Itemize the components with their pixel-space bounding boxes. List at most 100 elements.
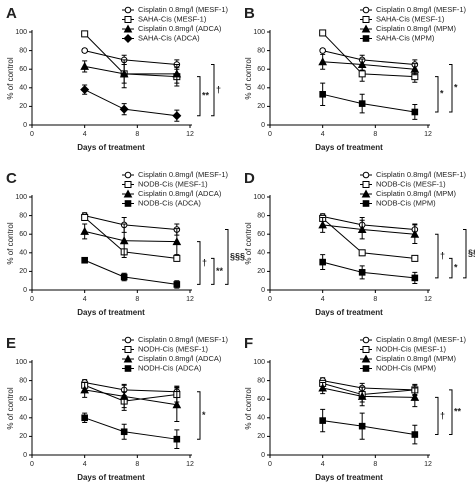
x-tick-label: 0 <box>30 461 34 468</box>
series-line <box>84 259 177 285</box>
series-line <box>84 65 177 75</box>
y-tick-label: 100 <box>253 194 265 201</box>
y-tick-label: 40 <box>19 415 27 422</box>
x-axis-label: Days of treatment <box>315 473 383 482</box>
panel-label: F <box>244 335 253 352</box>
marker <box>172 400 182 409</box>
legend-marker <box>362 365 370 372</box>
y-axis-label: % of control <box>6 222 15 264</box>
axes <box>31 30 192 126</box>
legend-marker <box>124 365 132 372</box>
significance-bracket <box>435 76 439 113</box>
marker <box>172 111 182 121</box>
significance-bracket <box>435 396 439 436</box>
series-line <box>322 218 415 259</box>
legend-marker <box>124 171 132 179</box>
significance-label: * <box>454 83 458 93</box>
legend-marker <box>362 336 370 344</box>
marker <box>119 391 129 400</box>
y-tick-label: 0 <box>23 122 27 129</box>
y-tick-label: 0 <box>23 287 27 294</box>
y-axis-label: % of control <box>244 222 253 264</box>
significance-label: ** <box>202 91 210 101</box>
legend-label: SAHA-Cis (MESF-1) <box>376 14 445 23</box>
legend-marker <box>123 33 133 44</box>
y-tick-label: 20 <box>19 268 27 275</box>
y-tick-label: 60 <box>19 66 27 73</box>
y-tick-label: 40 <box>257 250 265 257</box>
y-tick-label: 100 <box>253 29 265 36</box>
marker <box>318 220 328 229</box>
marker <box>410 392 420 401</box>
marker <box>358 269 366 276</box>
marker <box>81 414 88 422</box>
marker <box>119 104 129 114</box>
x-tick-label: 0 <box>30 296 34 303</box>
x-tick-label: 8 <box>135 461 139 468</box>
x-tick-label: 0 <box>268 131 272 138</box>
legend-label: NODB-Cis (MESF-1) <box>376 179 446 188</box>
x-tick-label: 4 <box>321 131 325 138</box>
legend-marker <box>124 336 132 344</box>
legend-label: NODH-Cis (MPM) <box>376 363 436 372</box>
legend-marker <box>361 354 371 363</box>
marker <box>358 249 366 257</box>
legend-marker <box>362 200 370 207</box>
y-axis-label: % of control <box>244 387 253 429</box>
x-tick-label: 0 <box>268 296 272 303</box>
series-line <box>322 216 415 231</box>
legend-marker <box>361 189 371 198</box>
marker <box>318 57 328 66</box>
marker <box>80 61 90 70</box>
marker <box>319 47 326 54</box>
legend-label: Cisplatin 0.8mg/l (MESF-1) <box>138 170 229 179</box>
marker <box>357 391 367 400</box>
marker <box>411 431 419 438</box>
y-axis-label: % of control <box>6 387 15 429</box>
legend-marker <box>362 171 370 179</box>
significance-bracket <box>435 233 439 279</box>
marker <box>319 258 326 266</box>
y-tick-label: 20 <box>257 103 265 110</box>
legend-marker <box>124 181 132 188</box>
panel-label: B <box>244 5 255 22</box>
significance-bracket <box>449 389 453 436</box>
significance-label: * <box>454 263 458 273</box>
significance-bracket <box>211 64 215 117</box>
x-tick-label: 12 <box>424 296 432 303</box>
y-tick-label: 0 <box>23 452 27 459</box>
marker <box>120 273 128 281</box>
marker <box>318 383 328 392</box>
marker <box>80 226 90 235</box>
y-tick-label: 60 <box>257 396 265 403</box>
marker <box>319 91 326 98</box>
series-line <box>322 224 415 235</box>
significance-label: † <box>440 250 445 260</box>
y-tick-label: 80 <box>19 377 27 384</box>
series-line <box>84 230 177 243</box>
y-tick-label: 40 <box>257 415 265 422</box>
x-tick-label: 12 <box>424 131 432 138</box>
legend-marker <box>124 346 132 353</box>
x-tick-label: 0 <box>268 461 272 468</box>
marker <box>358 70 366 78</box>
legend-marker <box>123 24 133 33</box>
significance-bracket <box>463 229 467 279</box>
y-tick-label: 0 <box>261 122 265 129</box>
y-tick-label: 100 <box>15 359 27 366</box>
marker <box>120 428 128 436</box>
legend-label: Cisplatin 0.8mg/l (ADCA) <box>138 24 222 33</box>
legend-marker <box>362 181 370 188</box>
legend-label: SAHA-Cis (MESF-1) <box>138 14 207 23</box>
significance-bracket <box>197 76 201 117</box>
y-tick-label: 60 <box>257 231 265 238</box>
legend-label: NODH-Cis (ADCA) <box>138 363 202 372</box>
y-tick-label: 80 <box>257 212 265 219</box>
marker <box>81 47 88 54</box>
axes <box>31 360 192 456</box>
legend-marker <box>124 200 132 207</box>
series-line <box>322 420 415 436</box>
legend-marker <box>124 6 132 14</box>
series-line <box>84 50 177 66</box>
legend-label: Cisplatin 0.8mg/l (ADCA) <box>138 189 222 198</box>
